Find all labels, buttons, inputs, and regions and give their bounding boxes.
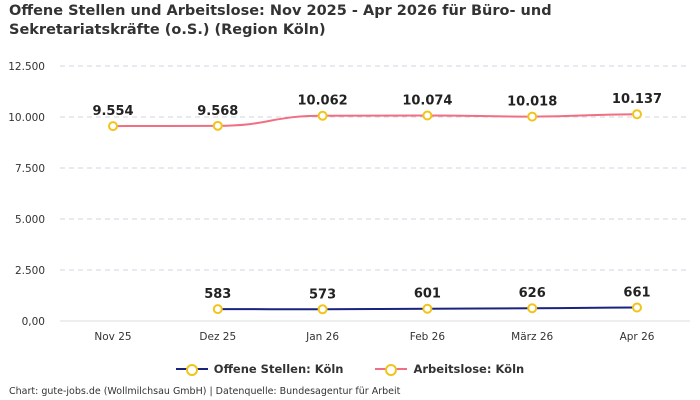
y-tick-label: 12.500 (8, 61, 45, 73)
y-tick-label: 2.500 (15, 265, 45, 277)
x-tick-label: Apr 26 (620, 331, 655, 343)
data-point-offene-stellen[interactable] (632, 302, 642, 313)
x-axis-ticks: Nov 25 Dez 25 Jan 26 Feb 26 März 26 Apr 26 (94, 331, 654, 343)
chart-title: Offene Stellen und Arbeitslose: Nov 2025… (9, 3, 552, 38)
data-point-arbeitslose[interactable] (317, 110, 328, 121)
data-point-arbeitslose[interactable] (422, 110, 433, 121)
x-tick-label: März 26 (511, 331, 553, 343)
data-point-arbeitslose[interactable] (527, 111, 538, 122)
data-label-arbeitslose: 10.074 (402, 93, 452, 108)
y-tick-label: 7.500 (15, 163, 45, 175)
grid-layer (60, 65, 690, 322)
data-label-arbeitslose: 9.568 (197, 104, 238, 119)
y-axis-ticks: 0,00 2.500 5.000 7.500 10.000 12.500 (8, 61, 45, 328)
legend-swatch-offene-stellen (175, 362, 208, 376)
chart-credits: Chart: gute-jobs.de (Wollmilchsau GmbH) … (9, 386, 401, 397)
legend: Offene Stellen: Köln Arbeitslose: Köln (0, 362, 700, 376)
legend-label-arbeitslose: Arbeitslose: Köln (413, 362, 525, 376)
data-label-offene-stellen: 661 (623, 286, 650, 301)
legend-item-offene-stellen[interactable]: Offene Stellen: Köln (175, 362, 344, 376)
x-tick-label: Nov 25 (94, 331, 131, 343)
data-point-arbeitslose[interactable] (632, 109, 642, 120)
y-tick-label: 10.000 (8, 112, 45, 124)
data-label-offene-stellen: 583 (204, 287, 231, 302)
data-label-arbeitslose: 10.018 (507, 95, 557, 110)
data-label-offene-stellen: 626 (519, 286, 546, 301)
legend-label-offene-stellen: Offene Stellen: Köln (213, 362, 344, 376)
data-point-offene-stellen[interactable] (317, 304, 328, 315)
data-label-arbeitslose: 10.137 (612, 92, 662, 107)
data-point-arbeitslose[interactable] (212, 120, 223, 131)
legend-swatch-arbeitslose (375, 362, 408, 376)
x-tick-label: Feb 26 (410, 331, 446, 343)
legend-item-arbeitslose[interactable]: Arbeitslose: Köln (375, 362, 524, 376)
data-point-offene-stellen[interactable] (527, 303, 538, 314)
data-label-layer: 583 573 601 626 661 9.554 9.568 10.062 10.074 10.… (92, 92, 662, 302)
x-tick-label: Dez 25 (199, 331, 236, 343)
data-point-offene-stellen[interactable] (422, 303, 433, 314)
data-label-arbeitslose: 9.554 (92, 104, 133, 119)
series-line-arbeitslose (112, 113, 638, 128)
data-label-offene-stellen: 601 (414, 287, 441, 302)
y-tick-label: 0,00 (22, 316, 45, 328)
data-label-arbeitslose: 10.062 (298, 94, 348, 109)
series-layer (108, 109, 642, 315)
data-point-offene-stellen[interactable] (212, 304, 223, 315)
x-tick-label: Jan 26 (305, 331, 339, 343)
y-tick-label: 5.000 (15, 214, 45, 226)
data-label-offene-stellen: 573 (309, 287, 336, 302)
data-point-arbeitslose[interactable] (108, 121, 118, 132)
